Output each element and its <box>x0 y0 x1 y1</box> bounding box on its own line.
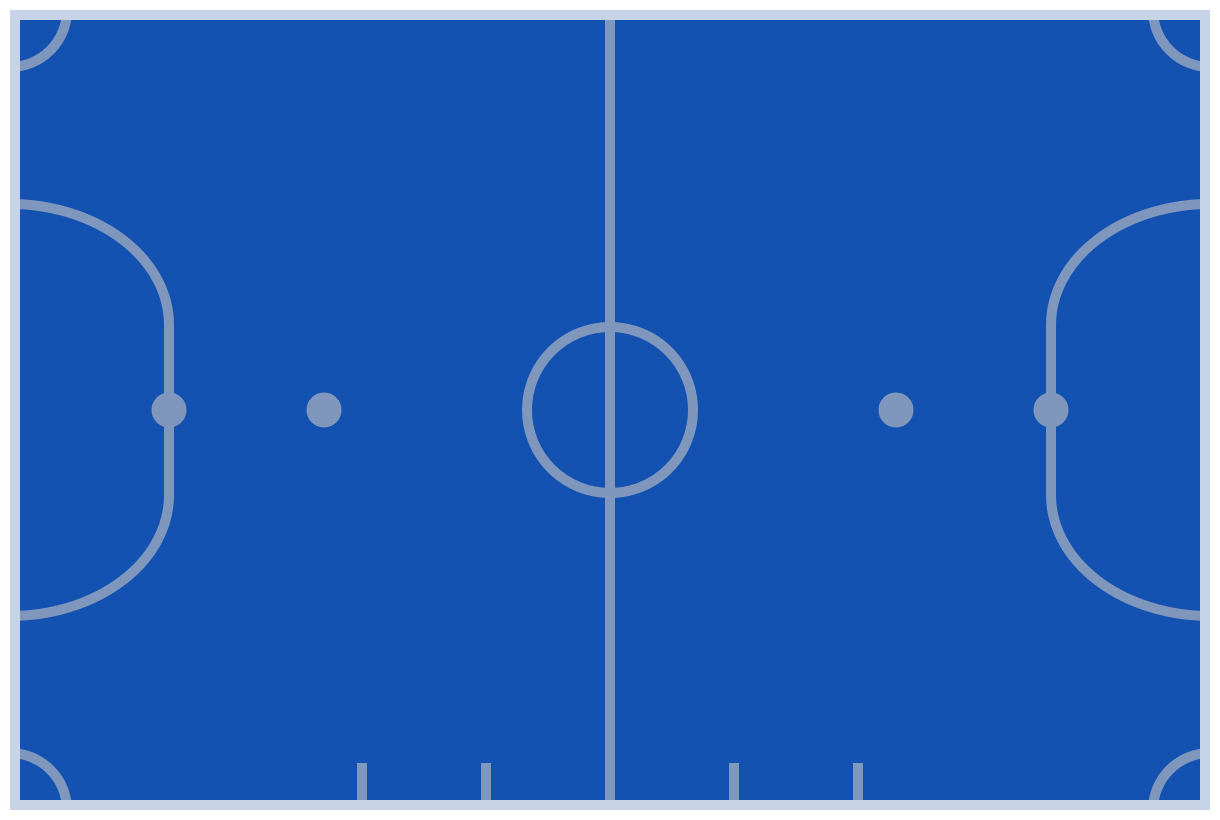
center-circle <box>522 322 698 498</box>
left-second-penalty-spot <box>306 392 342 428</box>
touchline-boundary <box>10 10 1210 810</box>
left-penalty-spot <box>151 392 187 428</box>
right-second-penalty-spot <box>878 392 914 428</box>
right-penalty-spot <box>1033 392 1069 428</box>
